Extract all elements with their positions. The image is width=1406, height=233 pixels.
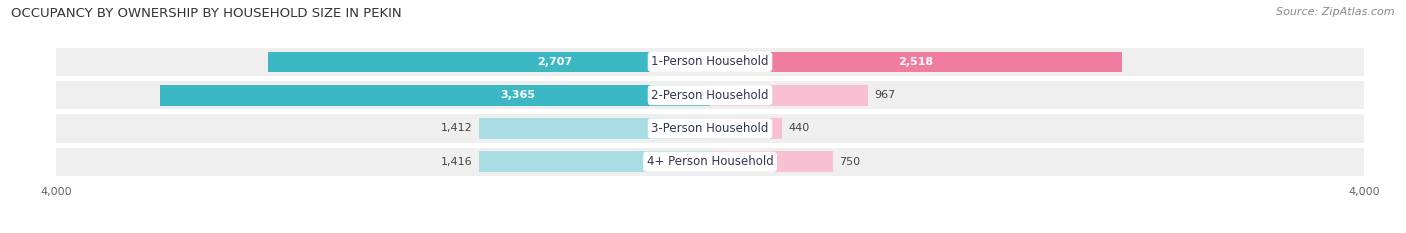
Text: 750: 750 (839, 157, 860, 167)
Text: 1-Person Household: 1-Person Household (651, 55, 769, 69)
Bar (710, 118, 782, 139)
Text: 2,707: 2,707 (537, 57, 572, 67)
Bar (56, 114, 1364, 143)
Bar (267, 51, 710, 72)
Bar (56, 48, 1364, 76)
Text: 4+ Person Household: 4+ Person Household (647, 155, 773, 168)
Text: 3,365: 3,365 (501, 90, 536, 100)
Bar (479, 118, 710, 139)
Text: Source: ZipAtlas.com: Source: ZipAtlas.com (1277, 7, 1395, 17)
Bar (56, 81, 1364, 109)
Text: 3-Person Household: 3-Person Household (651, 122, 769, 135)
Text: 967: 967 (875, 90, 896, 100)
Bar (710, 151, 832, 172)
Text: 2-Person Household: 2-Person Household (651, 89, 769, 102)
Text: 1,412: 1,412 (441, 123, 472, 134)
Text: 1,416: 1,416 (440, 157, 472, 167)
Bar (478, 151, 710, 172)
Text: 2,518: 2,518 (898, 57, 934, 67)
Text: OCCUPANCY BY OWNERSHIP BY HOUSEHOLD SIZE IN PEKIN: OCCUPANCY BY OWNERSHIP BY HOUSEHOLD SIZE… (11, 7, 402, 20)
Text: 440: 440 (789, 123, 810, 134)
Bar (710, 51, 1122, 72)
Bar (710, 85, 868, 106)
Bar (160, 85, 710, 106)
Bar (56, 148, 1364, 176)
